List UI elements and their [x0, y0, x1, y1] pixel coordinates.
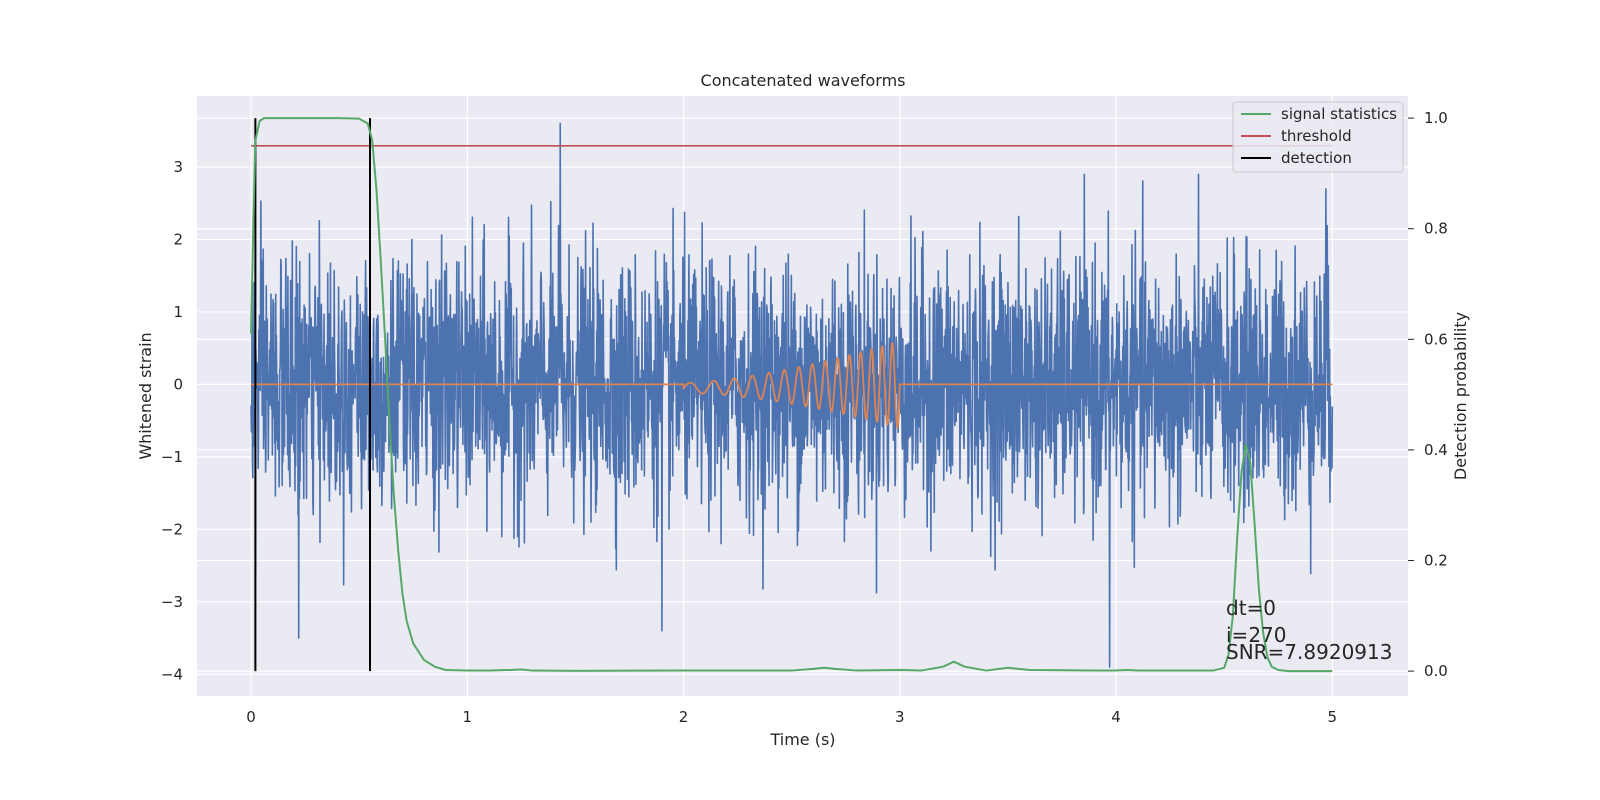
x-tick-label: 4: [1111, 708, 1121, 726]
y2-tick-label: 0.8: [1424, 220, 1448, 238]
signal-statistics-line: [250, 117, 1333, 673]
legend: signal statistics threshold detection: [1232, 101, 1404, 173]
y2-tick-label: 0.0: [1424, 662, 1448, 680]
legend-entry-threshold: threshold: [1281, 127, 1352, 145]
detection-series: [254, 118, 371, 672]
x-tick-label: 5: [1328, 708, 1338, 726]
y-axis-label: Whitened strain: [136, 332, 155, 459]
y-tick-label: −3: [161, 593, 183, 611]
chart-title: Concatenated waveforms: [701, 71, 906, 90]
legend-entry-detection: detection: [1281, 149, 1352, 167]
annotation-dt: dt=0: [1226, 596, 1276, 620]
legend-entry-signal-statistics: signal statistics: [1281, 105, 1397, 123]
y-tick-label: 1: [173, 303, 183, 321]
signal-statistics-series: [250, 117, 1333, 673]
strain-line: [250, 122, 1334, 668]
x-tick-label: 3: [895, 708, 905, 726]
y2-axis-ticks: 0.0 0.2 0.4 0.6 0.8 1.0: [1408, 109, 1448, 680]
y2-tick-label: 0.2: [1424, 552, 1448, 570]
x-axis-label: Time (s): [769, 730, 835, 749]
y-axis-ticks: −4 −3 −2 −1 0 1 2 3: [161, 158, 183, 683]
y-tick-label: 3: [173, 158, 183, 176]
y-tick-label: −1: [161, 448, 183, 466]
y2-tick-label: 0.4: [1424, 441, 1448, 459]
x-axis-ticks: 0 1 2 3 4 5: [246, 708, 1337, 726]
y-tick-label: −4: [161, 665, 183, 683]
strain-series: [250, 122, 1334, 668]
y-tick-label: 0: [173, 375, 183, 393]
chirp-series: [251, 341, 1333, 429]
y-tick-label: 2: [173, 230, 183, 248]
annotation-index: i=270: [1226, 623, 1287, 647]
y2-axis-label: Detection probability: [1451, 312, 1470, 480]
annotation-snr: SNR=7.8920913: [1226, 640, 1392, 664]
x-tick-label: 0: [246, 708, 256, 726]
y2-tick-label: 0.6: [1424, 330, 1448, 348]
legend-box: [1232, 101, 1404, 173]
chirp-line: [251, 341, 1333, 429]
y-tick-label: −2: [161, 520, 183, 538]
x-tick-label: 1: [463, 708, 473, 726]
x-tick-label: 2: [679, 708, 689, 726]
y2-tick-label: 1.0: [1424, 109, 1448, 127]
